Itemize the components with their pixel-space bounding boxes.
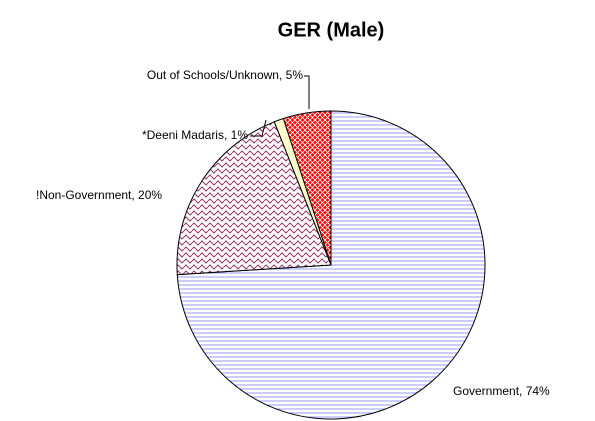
pie-slice xyxy=(176,121,332,276)
data-label: Government, 74% xyxy=(453,384,550,398)
data-label: Out of Schools/Unknown, 5% xyxy=(147,68,303,82)
data-label: *Deeni Madaris, 1% xyxy=(142,128,248,142)
data-label: !Non-Government, 20% xyxy=(36,188,162,202)
chart-title: GER (Male) xyxy=(278,19,385,41)
pie-slice xyxy=(282,110,332,266)
leader-line xyxy=(250,119,267,137)
leader-line xyxy=(304,75,310,109)
